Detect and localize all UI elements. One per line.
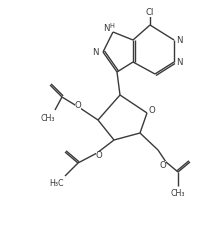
Text: N: N: [176, 36, 182, 45]
Text: CH₃: CH₃: [41, 114, 55, 123]
Text: Cl: Cl: [146, 8, 154, 17]
Text: H₃C: H₃C: [50, 178, 64, 187]
Text: O: O: [96, 151, 102, 160]
Text: N: N: [176, 58, 182, 67]
Text: N: N: [92, 47, 98, 56]
Text: O: O: [149, 105, 155, 114]
Text: CH₃: CH₃: [171, 188, 185, 197]
Text: O: O: [160, 160, 166, 169]
Text: H: H: [110, 23, 114, 29]
Text: O: O: [75, 100, 81, 109]
Text: N: N: [103, 23, 109, 32]
